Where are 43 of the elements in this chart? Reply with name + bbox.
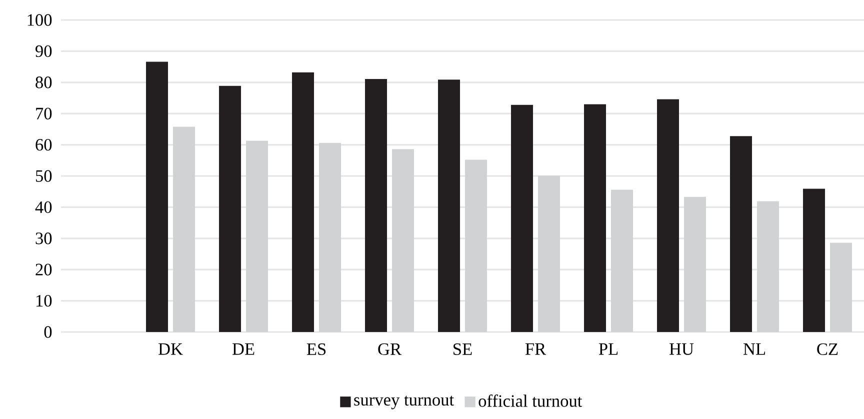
bar [803,188,826,332]
bar [538,176,560,332]
bar [219,86,241,332]
y-tick-label: 0 [44,326,52,338]
bar [511,104,534,332]
bar [611,190,633,332]
x-tick-label: FR [525,343,546,355]
legend-label: survey turnout [354,396,454,410]
x-tick-label: DE [232,343,254,355]
bar [319,142,342,332]
bar [757,201,780,332]
x-tick-label: CZ [817,343,838,356]
x-tick-label: NL [743,343,766,355]
x-tick-label: PL [598,343,618,355]
bar [146,62,168,332]
bar [830,242,852,332]
y-tick-label: 90 [36,45,52,58]
y-tick-label: 80 [36,76,52,88]
bar [657,99,679,332]
x-tick-label: HU [669,343,694,355]
bar [438,80,460,332]
x-tick-label: DK [158,343,183,355]
y-tick-label: 20 [36,264,52,276]
x-tick-label: ES [306,343,326,356]
y-tick-label: 10 [36,294,52,307]
bar [173,126,195,332]
bar [365,78,388,332]
y-tick-label: 70 [36,108,52,120]
y-tick-label: 60 [36,138,52,151]
x-tick-label: GR [378,343,402,356]
bar [246,140,268,332]
legend-label: official turnout [478,394,582,407]
bar [730,136,752,332]
bar [392,149,414,332]
bar [465,160,488,332]
y-tick-label: 50 [36,170,52,182]
bar [684,196,706,332]
bar [584,104,606,332]
y-tick-label: 100 [28,14,52,26]
bar [292,72,314,332]
y-tick-label: 30 [36,232,52,244]
y-tick-label: 40 [35,201,52,214]
x-tick-label: SE [454,343,472,356]
